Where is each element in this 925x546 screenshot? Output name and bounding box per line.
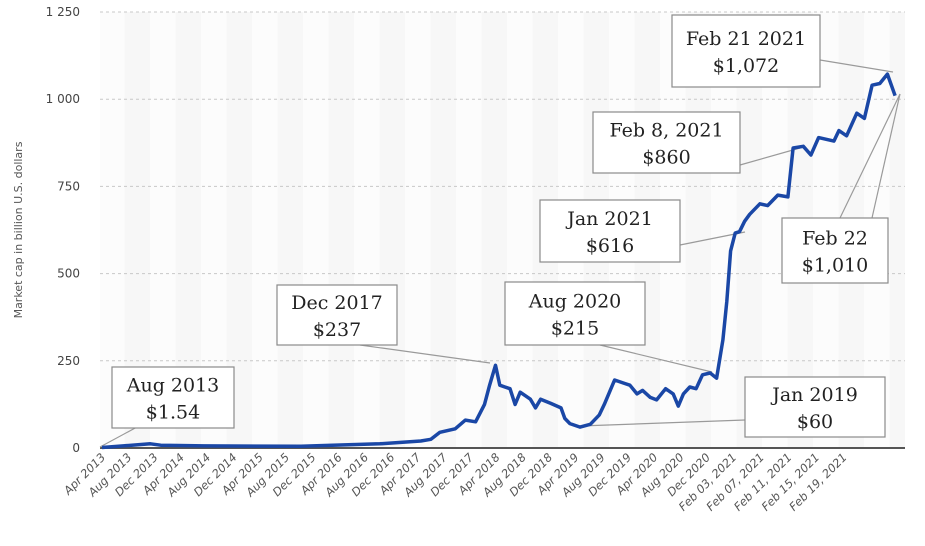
annotation-callout: Aug 2020 $215 [504,281,646,346]
annotation-date: Feb 22 [802,228,868,250]
y-tick-label: 250 [57,354,80,368]
annotation-value: $237 [313,319,361,341]
plot-band [354,12,380,448]
annotation-leader-line [839,93,901,219]
y-tick-label: 500 [57,267,80,281]
annotation-value: $60 [797,411,833,433]
annotation-callout: Jan 2019 $60 [744,376,886,438]
annotation-callout: Aug 2013 $1.54 [111,366,235,429]
annotation-value: $1,010 [802,255,868,277]
annotation-box [539,199,681,263]
annotation-value: $1.54 [146,402,200,424]
annotation-date: Aug 2020 [528,291,622,313]
plot-band [405,12,431,448]
annotation-box [671,14,821,88]
annotation-date: Dec 2017 [291,292,383,314]
plot-band [252,12,278,448]
annotation-box [504,281,646,346]
annotation-leader-line [579,419,746,427]
annotation-box [592,111,741,174]
plot-band [507,12,533,448]
annotation-leader-line [871,93,901,219]
annotation-date: Feb 8, 2021 [609,120,723,142]
annotation-value: $860 [642,147,690,169]
plot-band [456,12,482,448]
y-tick-label: 1 250 [46,5,80,19]
annotation-callout: Jan 2021 $616 [539,199,681,263]
annotation-callout: Dec 2017 $237 [276,284,398,346]
plot-band [303,12,329,448]
y-tick-label: 0 [72,441,80,455]
y-axis-label: Market cap in billion U.S. dollars [12,141,25,318]
annotation-date: Jan 2021 [565,208,653,230]
y-tick-label: 750 [57,179,80,193]
annotation-leader-line [359,344,491,364]
annotation-callout: Feb 21 2021 $1,072 [671,14,821,88]
annotation-leader-line [819,59,894,73]
series-line [101,72,897,450]
annotation-callout: Feb 8, 2021 $860 [592,111,741,174]
annotation-date: Feb 21 2021 [686,28,806,50]
annotation-callout: Feb 22 $1,010 [781,217,889,284]
annotation-value: $1,072 [713,55,779,77]
y-tick-label: 1 000 [46,92,80,106]
annotation-date: Jan 2019 [770,384,858,406]
annotation-date: Aug 2013 [126,375,220,397]
annotation-box [781,217,889,284]
annotation-box [276,284,398,346]
annotation-box [111,366,235,429]
annotation-value: $215 [551,318,599,340]
annotation-leader-line [599,344,713,373]
annotation-box [744,376,886,438]
annotation-leader-line [739,147,801,166]
annotation-value: $616 [586,235,634,257]
